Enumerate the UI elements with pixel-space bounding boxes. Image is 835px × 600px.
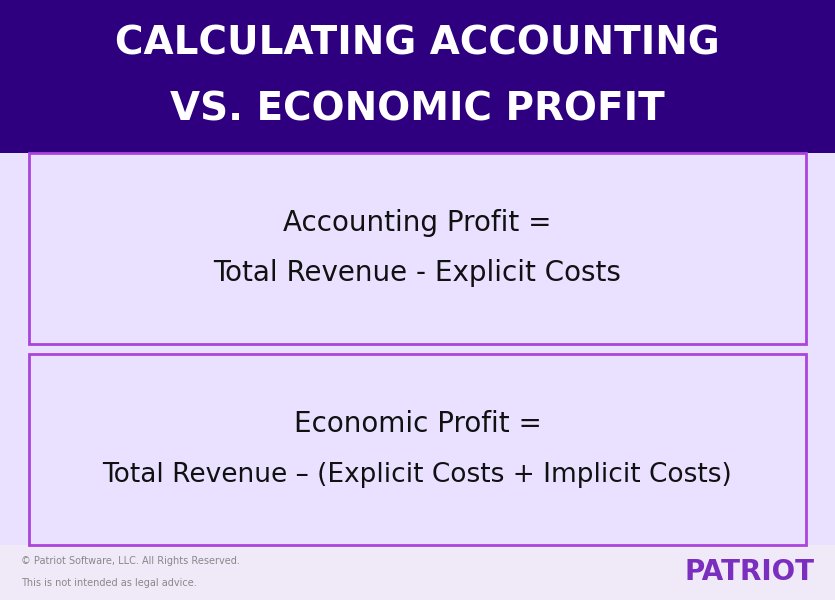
Text: Total Revenue – (Explicit Costs + Implicit Costs): Total Revenue – (Explicit Costs + Implic… <box>103 462 732 488</box>
Text: Accounting Profit =: Accounting Profit = <box>283 209 552 237</box>
FancyBboxPatch shape <box>29 354 806 545</box>
Text: CALCULATING ACCOUNTING: CALCULATING ACCOUNTING <box>115 25 720 62</box>
Text: © Patriot Software, LLC. All Rights Reserved.: © Patriot Software, LLC. All Rights Rese… <box>21 556 240 566</box>
Text: Economic Profit =: Economic Profit = <box>294 410 541 439</box>
Text: VS. ECONOMIC PROFIT: VS. ECONOMIC PROFIT <box>170 91 665 128</box>
Text: PATRIOT: PATRIOT <box>684 559 814 586</box>
FancyBboxPatch shape <box>0 0 835 153</box>
Text: This is not intended as legal advice.: This is not intended as legal advice. <box>21 578 196 589</box>
FancyBboxPatch shape <box>0 545 835 600</box>
FancyBboxPatch shape <box>29 153 806 343</box>
Text: Total Revenue - Explicit Costs: Total Revenue - Explicit Costs <box>214 259 621 287</box>
